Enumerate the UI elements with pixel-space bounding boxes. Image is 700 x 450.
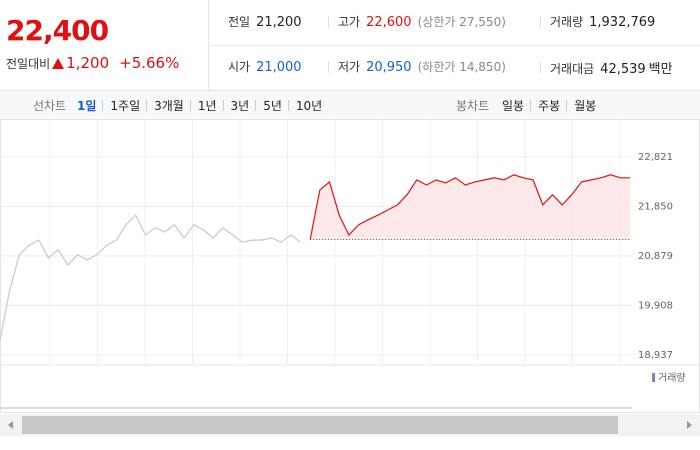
area [310,174,630,240]
info-cell: 전일 21,200 [228,13,302,30]
tab-sep [189,100,191,111]
info-label: 시가 [228,60,251,74]
period-tab[interactable]: 1년 [197,99,217,113]
legend-swatch [652,373,655,382]
change-pct: +5.66% [119,54,180,72]
tab-bar: 선차트 1일 1주일 3개월 1년 3년 5년 10년 봉차트 일봉 주봉 월봉 [0,90,700,120]
info-value: 22,600 [366,15,412,30]
info-label: 전일 [228,15,251,29]
change: 전일대비 1,200 +5.66% [6,54,179,72]
tab-sep [222,100,224,111]
change-value: 1,200 [66,54,110,72]
info-cell: 거래량 1,932,769 [550,13,655,30]
y-tick-label: 18,937 [638,350,673,361]
y-tick-label: 19,908 [638,300,673,311]
info-cell: 시가 21,000 [228,58,302,75]
cell-divider [540,16,541,28]
y-tick-label: 22,821 [638,152,673,163]
cell-divider [328,61,329,73]
scroll-left[interactable] [8,421,13,429]
candle-tab[interactable]: 주봉 [538,99,561,113]
info-unit: 백만 [648,62,673,77]
change-label: 전일대비 [6,56,51,71]
info-cell: 거래대금 42,539 백만 [550,58,673,77]
tab-sep [530,100,532,111]
cell-divider [328,16,329,28]
info-cell: 고가 22,600 (상한가 27,550) [338,13,506,30]
info-label: 거래대금 [550,62,595,76]
info-value: 42,539 [600,62,646,77]
chart: 18,937 19,908 20,879 21,850 22,821 거래량 [0,119,700,436]
info-sub: (상한가 27,550) [417,15,506,29]
period-tab[interactable]: 10년 [295,99,323,113]
up-triangle [52,57,65,69]
period-tab[interactable]: 1일 [77,99,97,113]
info-cell: 저가 20,950 (하한가 14,850) [338,58,506,75]
info-value: 21,200 [256,15,302,30]
info-label: 고가 [338,15,361,29]
legend-label: 거래량 [658,372,686,384]
period-tab[interactable]: 1주일 [110,99,141,113]
info-label: 거래량 [550,15,584,29]
header-row-divider [208,45,700,46]
scroll-right[interactable] [687,421,692,429]
info-value: 21,000 [256,60,302,75]
tab-sep [255,100,257,111]
info-label: 저가 [338,60,361,74]
period-tab[interactable]: 3개월 [154,99,184,113]
price-line [309,174,630,240]
cell-divider [540,61,541,73]
tab-sep [287,100,289,111]
current-price: 22,400 [6,14,109,47]
tab-label: 봉차트 [456,99,490,113]
y-tick-label: 21,850 [638,201,673,212]
tab-sep [566,100,568,111]
y-tick-label: 20,879 [638,251,673,262]
info-sub: (하한가 14,850) [417,60,506,74]
tab-sep [102,100,104,111]
price-line [0,214,301,341]
period-tab[interactable]: 3년 [230,99,250,113]
period-tab[interactable]: 5년 [263,99,282,113]
info-value: 20,950 [366,60,412,75]
info-value: 1,932,769 [589,15,656,30]
plot-border [0,119,700,413]
candle-tab[interactable]: 일봉 [502,99,525,113]
scroll-thumb[interactable] [22,416,618,434]
candle-tab[interactable]: 월봉 [574,99,597,113]
tab-sep [146,100,148,111]
tab-label: 선차트 [33,99,67,113]
